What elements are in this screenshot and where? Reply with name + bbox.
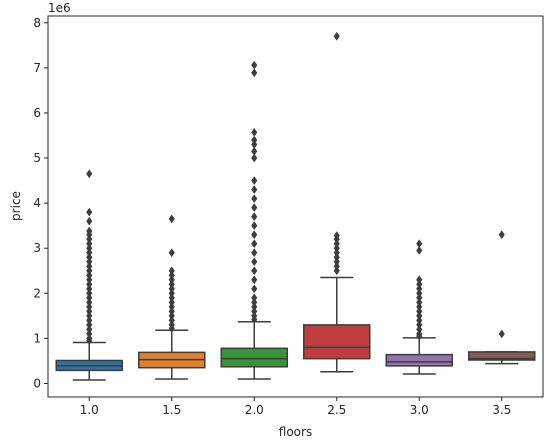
x-tick-label: 1.5 xyxy=(162,403,181,417)
x-tick-label: 1.0 xyxy=(80,403,99,417)
x-tick-label: 3.5 xyxy=(492,403,511,417)
outlier-marker xyxy=(251,185,258,195)
y-tick-label: 7 xyxy=(33,61,41,75)
y-offset-label: 1e6 xyxy=(48,1,71,15)
y-axis-label: price xyxy=(9,191,23,221)
outlier-marker xyxy=(251,239,258,249)
outlier-marker xyxy=(86,207,93,217)
outlier-marker xyxy=(416,331,423,341)
outlier-marker xyxy=(251,153,258,163)
outlier-marker xyxy=(86,216,93,226)
outlier-marker xyxy=(333,266,340,276)
outlier-marker xyxy=(251,212,258,222)
outlier-marker xyxy=(168,324,175,333)
outlier-marker xyxy=(251,230,258,240)
x-tick-label: 2.0 xyxy=(245,403,264,417)
y-axis: 0 1 2 3 4 5 6 7 8 xyxy=(33,16,48,390)
plot-area-border xyxy=(47,15,544,398)
outlier-marker xyxy=(251,315,258,324)
outlier-marker xyxy=(86,169,93,179)
box-iqr xyxy=(468,351,536,361)
outlier-marker xyxy=(251,194,258,204)
y-tick-label: 6 xyxy=(33,106,41,120)
box-iqr xyxy=(385,353,453,367)
outlier-marker xyxy=(86,336,93,346)
y-tick-label: 0 xyxy=(33,376,41,390)
outlier-marker xyxy=(251,275,258,285)
box-iqr xyxy=(303,324,371,360)
x-tick-label: 3.0 xyxy=(410,403,429,417)
outlier-marker xyxy=(251,257,258,267)
y-tick-label: 4 xyxy=(33,196,41,210)
outlier-marker xyxy=(416,246,423,255)
y-tick-label: 2 xyxy=(33,286,41,300)
box-group-2-0 xyxy=(220,60,288,380)
outlier-marker xyxy=(251,203,258,213)
outlier-marker xyxy=(251,248,258,258)
outlier-marker xyxy=(498,329,505,339)
x-axis: 1.0 1.5 2.0 2.5 3.0 3.5 xyxy=(80,397,511,417)
outlier-marker xyxy=(251,60,258,70)
outlier-marker xyxy=(251,176,258,186)
box-group-1-5 xyxy=(138,214,206,380)
box-group-3-5 xyxy=(468,230,536,365)
y-tick-label: 1 xyxy=(33,331,41,345)
y-tick-label: 8 xyxy=(33,16,41,30)
y-tick-label: 5 xyxy=(33,151,41,165)
boxes-layer xyxy=(55,31,536,381)
x-axis-label: floors xyxy=(279,425,312,439)
x-tick-label: 2.5 xyxy=(327,403,346,417)
box-group-2-5 xyxy=(303,31,371,373)
outlier-marker xyxy=(251,221,258,231)
outlier-marker xyxy=(168,214,175,224)
box-group-3-0 xyxy=(385,239,453,375)
y-tick-label: 3 xyxy=(33,241,41,255)
outlier-marker xyxy=(498,230,505,240)
outlier-marker xyxy=(251,127,258,137)
outlier-marker xyxy=(251,284,258,294)
outlier-marker xyxy=(251,68,258,78)
box-iqr xyxy=(220,347,288,368)
box-group-1-0 xyxy=(55,169,123,381)
outlier-marker xyxy=(251,266,258,276)
outlier-marker xyxy=(168,248,175,258)
outlier-marker xyxy=(333,31,340,41)
